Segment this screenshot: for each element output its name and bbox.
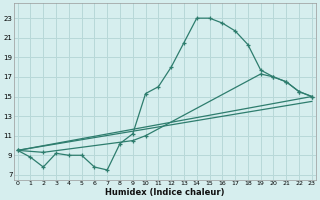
X-axis label: Humidex (Indice chaleur): Humidex (Indice chaleur): [105, 188, 225, 197]
